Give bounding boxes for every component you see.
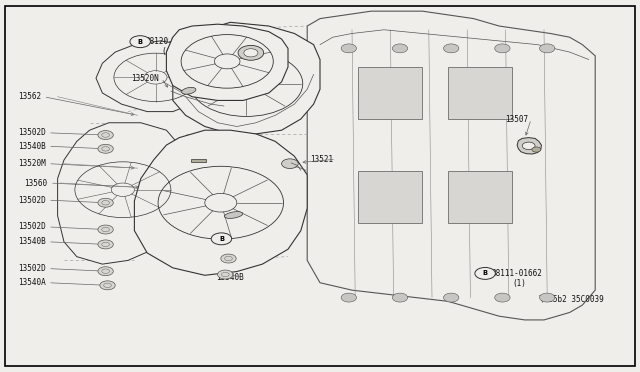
Polygon shape — [358, 67, 422, 119]
Circle shape — [392, 44, 408, 53]
Text: 13520M: 13520M — [18, 159, 45, 168]
Text: 13520: 13520 — [187, 159, 210, 168]
Circle shape — [444, 44, 459, 53]
Polygon shape — [448, 67, 512, 119]
Text: 08111-01662: 08111-01662 — [492, 269, 542, 278]
Text: 13520N: 13520N — [131, 74, 159, 83]
Polygon shape — [58, 123, 186, 264]
Circle shape — [98, 198, 113, 207]
Circle shape — [475, 267, 495, 279]
Circle shape — [495, 44, 510, 53]
Text: 13507: 13507 — [506, 115, 529, 124]
Circle shape — [341, 44, 356, 53]
Polygon shape — [358, 171, 422, 223]
Circle shape — [98, 225, 113, 234]
Text: B: B — [483, 270, 488, 276]
Text: 13502D: 13502D — [18, 128, 45, 137]
Circle shape — [495, 293, 510, 302]
Polygon shape — [96, 41, 211, 112]
Polygon shape — [448, 171, 512, 223]
Circle shape — [218, 270, 233, 279]
Text: 13520P: 13520P — [255, 35, 282, 44]
Polygon shape — [173, 22, 320, 134]
Circle shape — [282, 159, 298, 169]
Text: 13521M: 13521M — [187, 169, 214, 177]
Circle shape — [540, 44, 555, 53]
Circle shape — [532, 147, 541, 152]
Text: B: B — [219, 236, 224, 242]
Text: 13502D: 13502D — [18, 222, 45, 231]
Text: 13540B: 13540B — [216, 273, 243, 282]
Circle shape — [444, 293, 459, 302]
Polygon shape — [517, 138, 541, 154]
Text: (4): (4) — [161, 47, 175, 56]
Circle shape — [100, 281, 115, 290]
Circle shape — [98, 267, 113, 276]
Circle shape — [341, 293, 356, 302]
Text: 13502D: 13502D — [227, 258, 255, 267]
Ellipse shape — [225, 212, 243, 218]
Text: 13560: 13560 — [24, 179, 47, 187]
Text: B: B — [138, 39, 143, 45]
Circle shape — [211, 233, 232, 245]
Polygon shape — [191, 159, 206, 162]
Circle shape — [244, 49, 258, 57]
Circle shape — [98, 240, 113, 249]
Circle shape — [98, 144, 113, 153]
Polygon shape — [166, 24, 288, 100]
Text: 13540B: 13540B — [18, 237, 45, 246]
Text: 13502D: 13502D — [18, 196, 45, 205]
Circle shape — [221, 254, 236, 263]
Text: 13502D: 13502D — [18, 264, 45, 273]
Circle shape — [238, 45, 264, 60]
Polygon shape — [307, 11, 595, 320]
Ellipse shape — [182, 87, 196, 94]
Text: 13540A: 13540A — [18, 278, 45, 287]
Text: 13562: 13562 — [18, 92, 41, 101]
Circle shape — [130, 36, 150, 48]
Text: (4): (4) — [242, 244, 256, 253]
Text: (1): (1) — [512, 279, 526, 288]
Text: 13521: 13521 — [310, 155, 333, 164]
Circle shape — [540, 293, 555, 302]
Circle shape — [392, 293, 408, 302]
Text: 13520M: 13520M — [240, 213, 268, 222]
Circle shape — [522, 142, 535, 150]
Text: 13540B: 13540B — [18, 142, 45, 151]
Text: \u25b2 35C0039: \u25b2 35C0039 — [539, 295, 604, 304]
Text: 08120-61028: 08120-61028 — [146, 37, 196, 46]
Text: 08120-61028: 08120-61028 — [227, 234, 278, 243]
Circle shape — [98, 131, 113, 140]
Text: 13520P: 13520P — [282, 74, 309, 83]
Polygon shape — [134, 130, 307, 275]
Text: 11310: 11310 — [211, 47, 234, 56]
